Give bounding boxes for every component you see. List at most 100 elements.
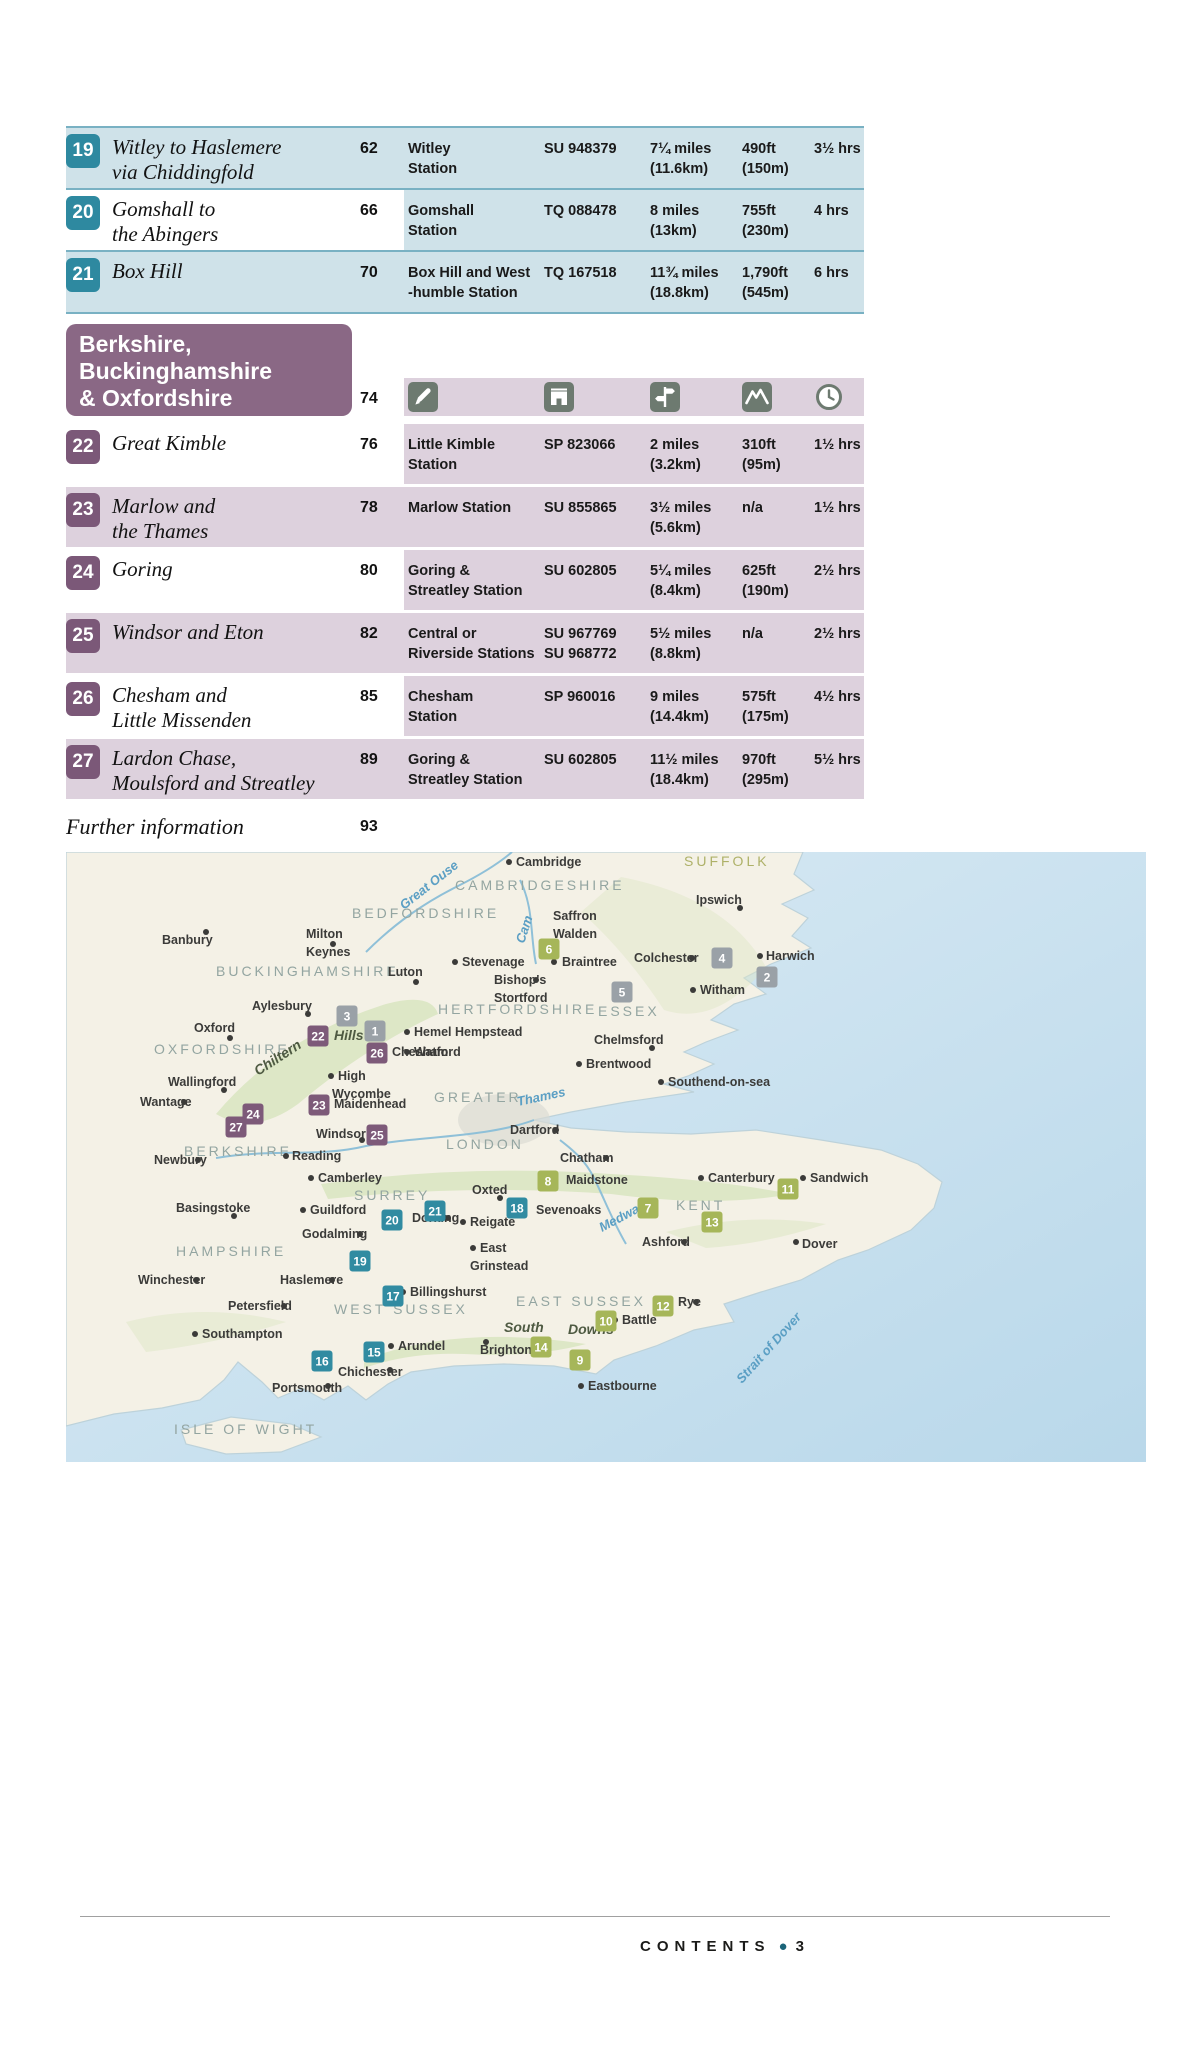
town-dot <box>305 1011 311 1017</box>
map-label: OXFORDSHIRE <box>154 1041 290 1057</box>
map-walk-marker-1: 1 <box>364 1020 386 1042</box>
map-label: Eastbourne <box>588 1379 657 1393</box>
grid-reference: SU 602805 <box>544 752 617 768</box>
walk-title: Lardon Chase, Moulsford and Streatley <box>112 746 315 795</box>
town-dot <box>193 1277 199 1283</box>
map-label: Ashford <box>642 1235 690 1249</box>
region-map: CAMBRIDGESHIRE SUFFOLK BEDFORDSHIRE BUCKING… <box>66 852 1146 1462</box>
map-label: SURREY <box>354 1187 430 1203</box>
town-dot <box>300 1207 306 1213</box>
map-walk-marker-3: 3 <box>336 1005 358 1027</box>
page-footer: CONTENTS ● 3 <box>640 1938 810 1955</box>
walk-page-number: 89 <box>360 751 378 768</box>
map-label: Billingshurst <box>410 1285 487 1299</box>
town-dot <box>404 1049 410 1055</box>
map-walk-marker-2: 2 <box>756 966 778 988</box>
town-dot <box>506 859 512 865</box>
svg-text:6: 6 <box>546 943 553 957</box>
toc-row: 21 Box Hill 70 Box Hill and West -humble Sta… <box>66 252 864 314</box>
map-label: HERTFORDSHIRE <box>438 1001 597 1017</box>
walk-page-number: 76 <box>360 436 378 453</box>
river-thames <box>215 1119 535 1159</box>
map-label: Dover <box>802 1237 838 1251</box>
map-label: Luton <box>388 965 423 979</box>
town-dot <box>329 1277 335 1283</box>
start-station: Goring & Streatley Station <box>408 752 523 788</box>
svg-text:20: 20 <box>385 1214 399 1228</box>
start-station: Marlow Station <box>408 500 512 516</box>
map-walk-marker-6: 6 <box>538 938 560 960</box>
svg-text:19: 19 <box>353 1255 367 1269</box>
map-label: Oxford <box>194 1021 235 1035</box>
further-information-page: 93 <box>360 818 378 835</box>
town-dot <box>649 1045 655 1051</box>
southeast-england-map: CAMBRIDGESHIRE SUFFOLK BEDFORDSHIRE BUCKING… <box>66 852 1146 1462</box>
town-dot <box>328 1073 334 1079</box>
walk-title: Windsor and Eton <box>112 620 264 644</box>
map-label: Bishop's <box>494 973 546 987</box>
svg-text:10: 10 <box>599 1315 613 1329</box>
map-walk-marker-25: 25 <box>366 1124 388 1146</box>
map-label: Witham <box>700 983 745 997</box>
table-of-contents: 19 Witley to Haslemere via Chiddingfold 62 W… <box>66 126 864 848</box>
start-station: Goring & Streatley Station <box>408 563 523 599</box>
svg-text:5: 5 <box>619 986 626 1000</box>
river-great-ouse <box>365 852 513 953</box>
map-label: Braintree <box>562 955 617 969</box>
town-dot <box>281 1303 287 1309</box>
toc-row: 19 Witley to Haslemere via Chiddingfold 62 W… <box>66 126 864 190</box>
town-dot <box>357 1231 363 1237</box>
map-label: Walden <box>553 927 597 941</box>
walk-ascent: 490ft (150m) <box>742 141 789 177</box>
walk-page-number: 62 <box>360 140 378 157</box>
map-label: Watford <box>414 1045 461 1059</box>
map-label: Portsmouth <box>272 1381 342 1395</box>
grid-reference: SU 967769 SU 968772 <box>544 626 617 662</box>
walk-page-number: 82 <box>360 625 378 642</box>
town-dot <box>387 1367 393 1373</box>
map-label: Cambridge <box>516 855 581 869</box>
walk-page-number: 70 <box>360 264 378 281</box>
walk-number-badge: 25 <box>66 619 100 653</box>
svg-text:16: 16 <box>315 1355 329 1369</box>
walk-number-badge: 24 <box>66 556 100 590</box>
walk-number-badge: 22 <box>66 430 100 464</box>
section-page-number: 74 <box>360 390 378 407</box>
map-label: Windsor <box>316 1127 366 1141</box>
map-walk-marker-15: 15 <box>363 1341 385 1363</box>
map-label: GREATER <box>434 1089 522 1105</box>
clock-icon <box>814 382 844 412</box>
map-label: Banbury <box>162 933 213 947</box>
walk-distance: 3½ miles (5.6km) <box>650 500 712 536</box>
town-dot <box>404 1029 410 1035</box>
walk-number-badge: 19 <box>66 134 100 168</box>
map-label: Haslemere <box>280 1273 343 1287</box>
map-label: Saffron <box>553 909 597 923</box>
walk-title: Great Kimble <box>112 431 227 455</box>
map-label: EAST SUSSEX <box>516 1293 646 1309</box>
walk-number-badge: 27 <box>66 745 100 779</box>
map-label: Stevenage <box>462 955 525 969</box>
town-dot <box>603 1155 609 1161</box>
town-dot <box>553 1127 559 1133</box>
town-dot <box>757 953 763 959</box>
town-dot <box>452 959 458 965</box>
map-label: Oxted <box>472 1183 507 1197</box>
map-walk-marker-26: 26 <box>366 1042 388 1064</box>
svg-text:17: 17 <box>386 1290 400 1304</box>
walk-duration: 3½ hrs <box>814 141 861 157</box>
map-label: Harwich <box>766 949 815 963</box>
map-label: High <box>338 1069 366 1083</box>
svg-text:26: 26 <box>370 1047 384 1061</box>
hills-icon <box>742 382 772 412</box>
map-label: Chatham <box>560 1151 613 1165</box>
toc-row: 22 Great Kimble 76 Little Kimble Station SP 8… <box>66 424 864 487</box>
footer-page-number: 3 <box>795 1938 810 1955</box>
map-label: Reading <box>292 1149 341 1163</box>
map-label: Petersfield <box>228 1299 292 1313</box>
further-information-row: Further information 93 <box>66 814 864 848</box>
map-label: Newbury <box>154 1153 207 1167</box>
map-label: Basingstoke <box>176 1201 250 1215</box>
map-label: Wallingford <box>168 1075 236 1089</box>
town-dot <box>658 1079 664 1085</box>
